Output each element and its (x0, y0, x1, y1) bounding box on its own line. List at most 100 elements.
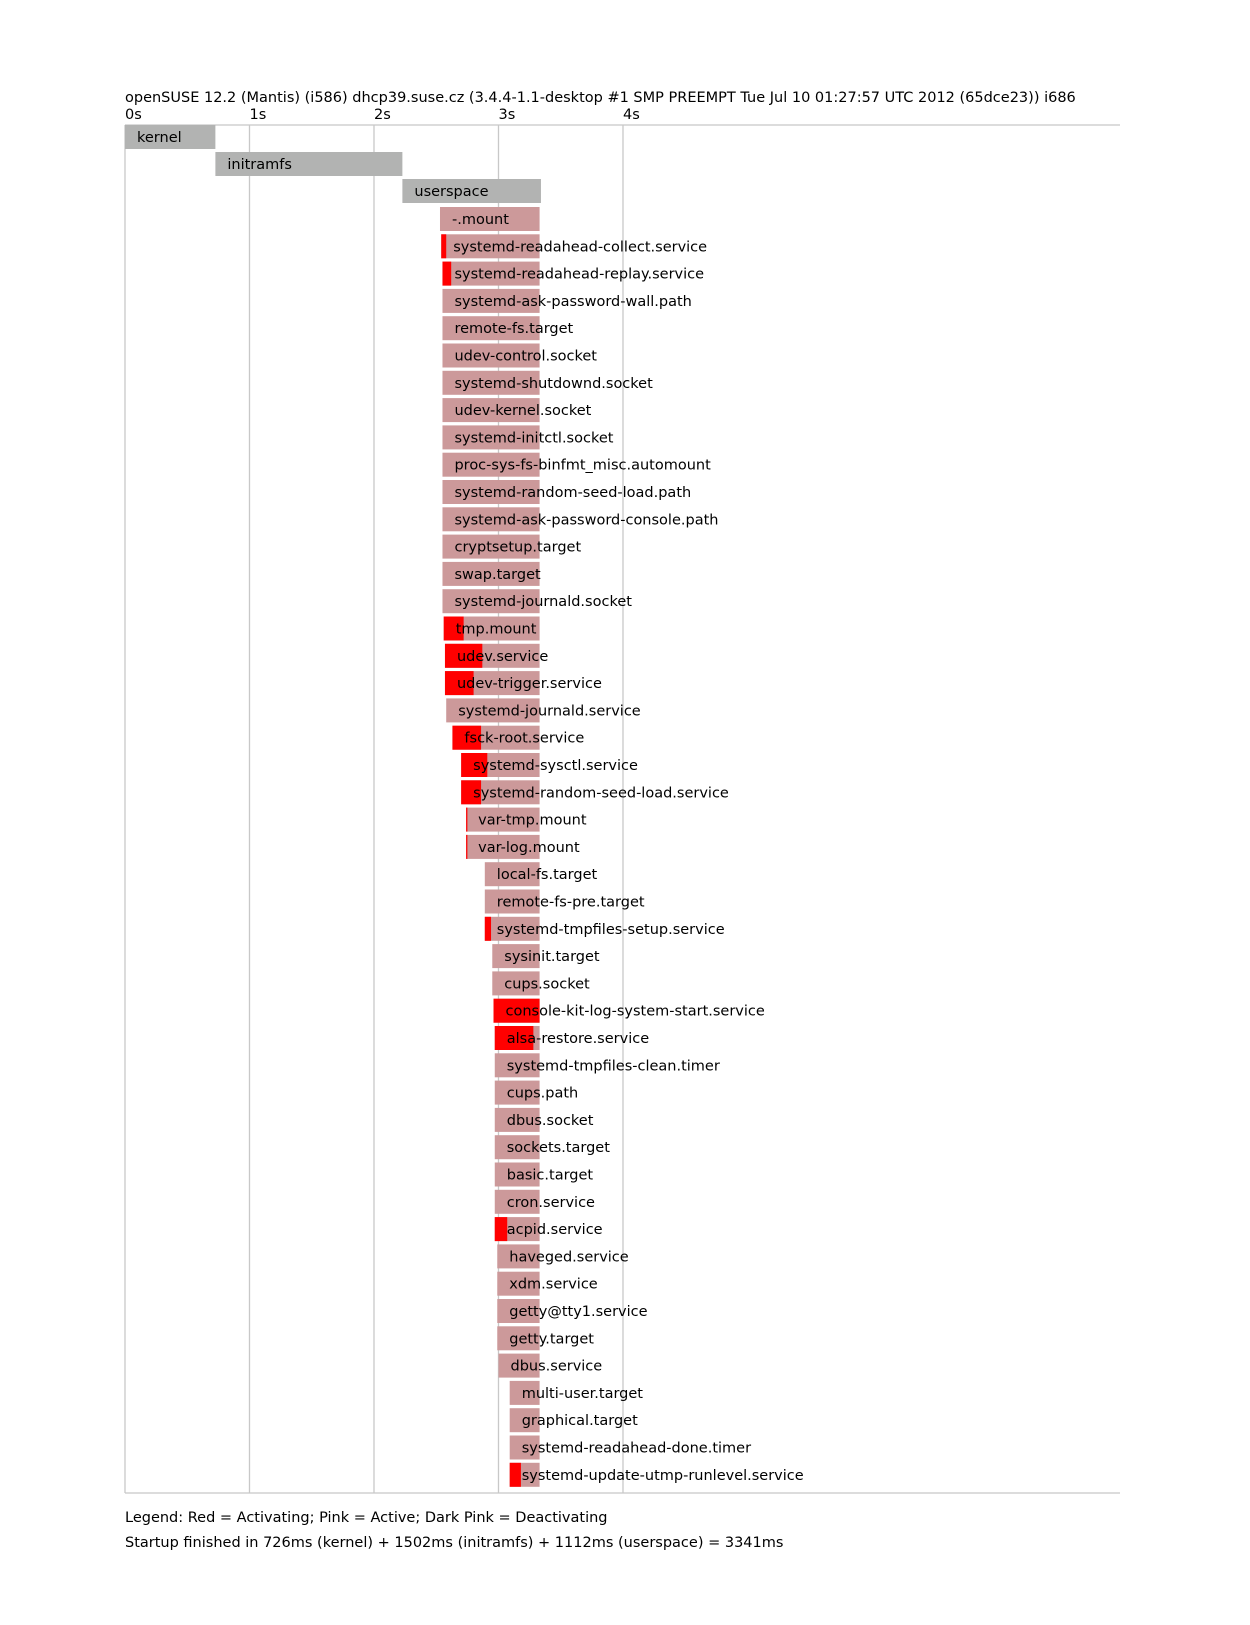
unit-bar-activating (494, 1026, 534, 1050)
unit-bar-active (446, 698, 540, 723)
unit-label: systemd-initctl.socket (454, 430, 613, 446)
unit-bar-activating (443, 616, 464, 641)
unit-bar-active (442, 507, 540, 532)
unit-label: sockets.target (507, 1140, 610, 1156)
unit-bar-active (484, 916, 540, 941)
unit-label: local-fs.target (497, 867, 598, 883)
x-tick-label: 1s (250, 107, 267, 123)
unit-label: acpid.service (507, 1222, 603, 1238)
phase-label: kernel (137, 130, 182, 146)
unit-label: systemd-tmpfiles-setup.service (497, 922, 725, 938)
unit-bar-active (497, 1271, 540, 1296)
grid-layer (124, 124, 1120, 1494)
unit-bar-active (442, 343, 540, 368)
unit-bar-active (484, 889, 540, 914)
chart-title: openSUSE 12.2 (Mantis) (i586) dhcp39.sus… (125, 90, 1076, 106)
unit-bar-active (494, 1189, 540, 1214)
unit-bar-activating (466, 807, 468, 832)
unit-label: systemd-journald.service (458, 703, 641, 719)
unit-label: graphical.target (522, 1413, 638, 1429)
chart-legend: Legend: Red = Activating; Pink = Active;… (125, 1510, 608, 1526)
unit-bar-active (509, 1435, 540, 1460)
x-tick-label: 3s (499, 107, 516, 123)
unit-label: cups.path (507, 1086, 579, 1102)
unit-bar-active (494, 1107, 540, 1132)
bars-layer (125, 125, 541, 1487)
unit-bar-activating (509, 1462, 521, 1487)
unit-label: remote-fs.target (454, 321, 573, 337)
unit-bar-active (442, 425, 540, 450)
unit-label: systemd-random-seed-load.path (454, 485, 691, 501)
unit-bar-active (494, 1162, 540, 1187)
unit-bar-active (494, 1080, 540, 1105)
unit-label: systemd-random-seed-load.service (473, 785, 729, 801)
unit-label: systemd-readahead-done.timer (522, 1441, 751, 1457)
unit-bar-activating (484, 916, 492, 941)
unit-label: multi-user.target (522, 1386, 644, 1402)
unit-bar-active (498, 1353, 540, 1378)
startup-summary: Startup finished in 726ms (kernel) + 150… (125, 1535, 784, 1551)
phase-bar-kernel (125, 125, 216, 149)
unit-label: udev-control.socket (454, 349, 597, 365)
unit-label: systemd-sysctl.service (473, 758, 638, 774)
unit-bar-active (466, 834, 540, 859)
unit-label: remote-fs-pre.target (497, 895, 645, 911)
unit-label: udev-kernel.socket (454, 403, 591, 419)
unit-bar-active (442, 261, 540, 286)
labels-layer: 0s 1s 2s 3s 4s kernel initramfs userspace -.moun… (125, 107, 804, 1484)
unit-bar-activating (493, 998, 540, 1023)
unit-label: swap.target (454, 567, 541, 583)
unit-label: systemd-update-utmp-runlevel.service (522, 1468, 804, 1484)
unit-label: systemd-tmpfiles-clean.timer (507, 1058, 720, 1074)
unit-label: -.mount (452, 212, 509, 228)
unit-label: cups.socket (504, 976, 590, 992)
unit-label: haveged.service (509, 1249, 629, 1265)
unit-label: dbus.socket (507, 1113, 594, 1129)
unit-bar-active (442, 589, 540, 614)
unit-bar-activating (441, 234, 447, 259)
unit-label: systemd-ask-password-wall.path (454, 294, 691, 310)
unit-bar-active (466, 807, 540, 832)
unit-bar-activating (442, 261, 452, 286)
unit-bar-active (441, 234, 540, 259)
unit-label: cryptsetup.target (454, 540, 581, 556)
unit-bar-activating (461, 753, 488, 777)
unit-bar-active (497, 1299, 540, 1323)
unit-label: var-log.mount (478, 840, 580, 856)
unit-label: systemd-journald.socket (454, 594, 632, 610)
unit-bar-active (439, 207, 540, 231)
unit-bar-active (442, 398, 540, 423)
unit-label: console-kit-log-system-start.service (506, 1004, 765, 1020)
unit-bar-active (442, 534, 540, 559)
unit-bar-activating (452, 725, 482, 750)
unit-label: systemd-ask-password-console.path (454, 512, 718, 528)
unit-bar-activating (494, 1217, 508, 1242)
phase-bar-userspace (402, 179, 541, 203)
phase-label: userspace (414, 184, 488, 200)
unit-label: sysinit.target (504, 949, 600, 965)
unit-bar-active (442, 316, 540, 341)
unit-bar-active (494, 1135, 540, 1160)
unit-bar-activating (444, 643, 483, 668)
unit-label: xdm.service (509, 1277, 598, 1293)
x-tick-label: 2s (374, 107, 391, 123)
unit-bar-active (442, 452, 540, 477)
unit-label: basic.target (507, 1168, 594, 1184)
unit-label: dbus.service (511, 1359, 603, 1375)
unit-bar-active (497, 1244, 540, 1269)
unit-label: fsck-root.service (464, 731, 584, 747)
unit-label: var-tmp.mount (478, 813, 587, 829)
unit-bar-active (509, 1408, 540, 1433)
unit-label: getty.target (509, 1331, 594, 1347)
unit-bar-activating (461, 780, 482, 805)
unit-bar-activating (466, 834, 468, 859)
unit-bar-active (509, 1380, 540, 1405)
unit-label: systemd-shutdownd.socket (454, 376, 653, 392)
unit-bar-active (442, 288, 540, 313)
unit-label: alsa-restore.service (507, 1031, 649, 1047)
unit-label: cron.service (507, 1195, 595, 1211)
unit-bar-active (494, 1053, 540, 1078)
unit-label: systemd-readahead-replay.service (454, 267, 704, 283)
unit-label: getty@tty1.service (509, 1304, 647, 1320)
